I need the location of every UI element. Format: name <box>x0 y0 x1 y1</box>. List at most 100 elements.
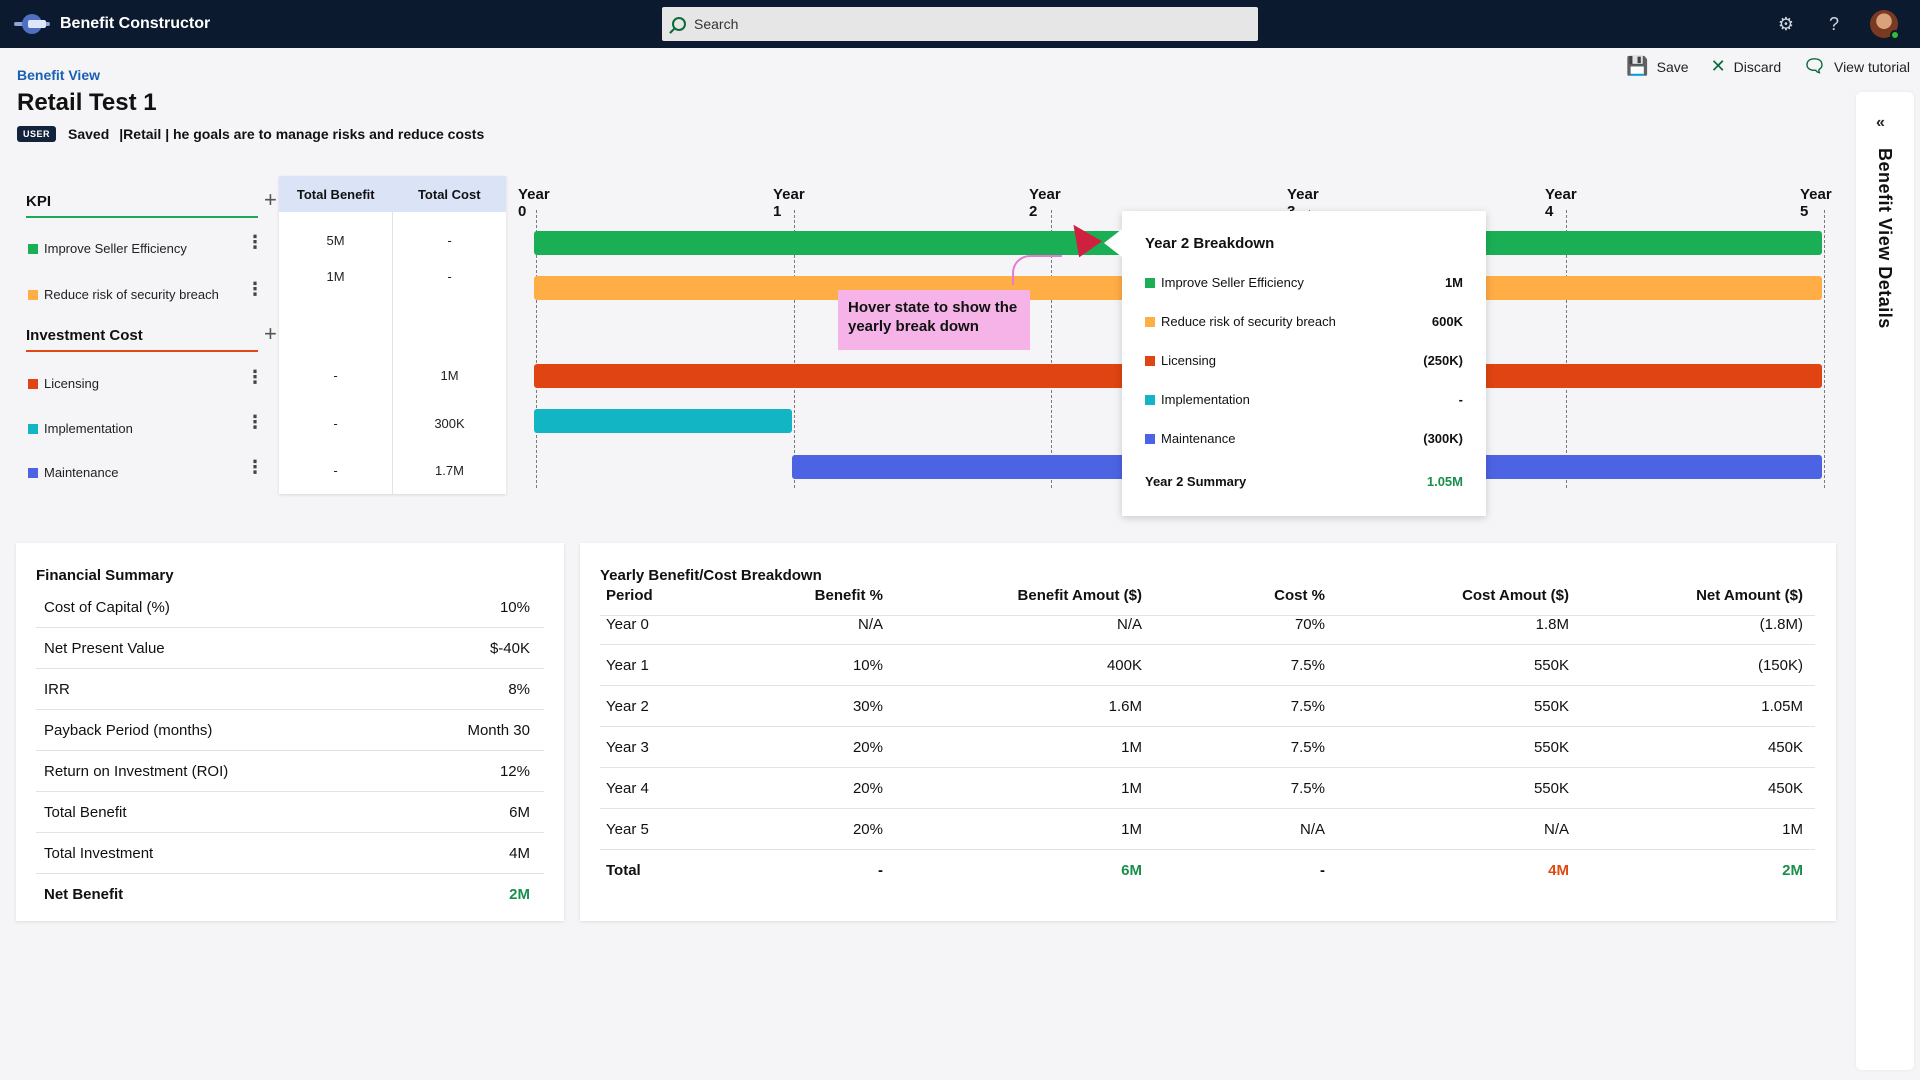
table-row: Year 5 20% 1M N/A N/A 1M <box>600 809 1815 850</box>
table-cell: Total <box>606 862 641 879</box>
summary-label: Total Investment <box>44 844 154 862</box>
table-cell: 20% <box>852 739 883 756</box>
tooltip-row-label: Implementation <box>1161 392 1250 407</box>
save-button[interactable]: 💾 Save <box>1626 56 1688 77</box>
legend-swatch <box>28 467 38 478</box>
table-row: Year 2 30% 1.6M 7.5% 550K 1.05M <box>600 686 1815 727</box>
more-options-icon[interactable]: ⋮ <box>246 457 264 477</box>
discard-button[interactable]: ✕ Discard <box>1711 56 1782 77</box>
tooltip-title: Year 2 Breakdown <box>1145 235 1275 252</box>
search-input[interactable]: Search <box>662 7 1258 41</box>
table-cell: 450K <box>1767 780 1803 797</box>
add-kpi-icon[interactable]: + <box>264 187 277 212</box>
year-label: Year 0 <box>518 186 550 220</box>
more-options-icon[interactable]: ⋮ <box>246 279 264 299</box>
column-divider <box>392 212 393 494</box>
help-icon[interactable]: ? <box>1828 13 1839 34</box>
tooltip-row-label: Maintenance <box>1161 431 1236 446</box>
tooltip-row-label: Improve Seller Efficiency <box>1161 275 1304 290</box>
table-cell: Year 5 <box>606 821 649 838</box>
summary-label: IRR <box>44 680 70 698</box>
breadcrumb[interactable]: Benefit View <box>17 67 100 83</box>
details-drawer: « Benefit View Details <box>1856 92 1914 1070</box>
total-cost-cell: 1.7M <box>435 463 464 478</box>
total-cost-cell: 1M <box>440 368 459 383</box>
brand[interactable]: Benefit Constructor <box>14 12 210 36</box>
tooltip-row: Licensing (250K) <box>1145 353 1463 368</box>
summary-value: Month 30 <box>467 721 530 739</box>
table-cell: 1.05M <box>1761 698 1803 715</box>
legend-swatch <box>1145 394 1155 405</box>
save-status: Saved <box>68 126 110 142</box>
summary-value: 8% <box>508 680 530 698</box>
search-placeholder: Search <box>694 16 739 32</box>
view-tutorial-button[interactable]: 🗨 View tutorial <box>1803 56 1910 77</box>
investment-heading-label: Investment Cost <box>26 327 143 344</box>
table-cell: - <box>1320 862 1325 879</box>
total-benefit-cell: 1M <box>326 269 345 284</box>
table-cell: Year 4 <box>606 780 649 797</box>
action-bar: 💾 Save ✕ Discard 🗨 View tutorial <box>1626 56 1910 77</box>
investment-heading: Investment Cost + <box>26 321 277 352</box>
table-cell: 7.5% <box>1290 698 1325 715</box>
column-header: Cost % <box>1274 587 1325 604</box>
timeline-bar[interactable] <box>534 409 792 433</box>
year-gridline <box>1824 210 1825 488</box>
kpi-row: Reduce risk of security breach <box>28 287 219 302</box>
table-cell: 550K <box>1533 698 1569 715</box>
table-row: Year 0 N/A N/A 70% 1.8M (1.8M) <box>600 604 1815 645</box>
summary-label: Cost of Capital (%) <box>44 598 170 616</box>
investment-label: Maintenance <box>44 465 119 480</box>
top-icons: ⚙ ? <box>1774 0 1900 48</box>
table-cell: 1.6M <box>1108 698 1142 715</box>
kpi-heading: KPI + <box>26 187 277 218</box>
table-row: Year 3 20% 1M 7.5% 550K 450K <box>600 727 1815 768</box>
table-cell: (1.8M) <box>1759 616 1803 633</box>
table-cell: 30% <box>852 698 883 715</box>
gear-icon[interactable]: ⚙ <box>1777 13 1795 34</box>
tooltip-row-label: Reduce risk of security breach <box>1161 314 1336 329</box>
table-cell: 7.5% <box>1290 657 1325 674</box>
investment-row: Maintenance <box>28 465 118 480</box>
tooltip-row-value: (300K) <box>1423 431 1463 446</box>
tooltip-row: Implementation - <box>1145 392 1463 407</box>
chat-icon: 🗨 <box>1803 56 1826 76</box>
summary-row: Return on Investment (ROI) 12% <box>36 751 544 792</box>
year-label: Year 2 <box>1029 186 1061 220</box>
summary-row: Payback Period (months) Month 30 <box>36 710 544 751</box>
table-cell: 20% <box>852 821 883 838</box>
summary-label: Net Present Value <box>44 639 165 657</box>
legend-swatch <box>1145 316 1155 327</box>
total-benefit-header: Total Benefit <box>296 186 375 202</box>
table-cell: 1M <box>1121 821 1142 838</box>
more-options-icon[interactable]: ⋮ <box>246 412 264 432</box>
discard-label: Discard <box>1733 58 1782 75</box>
kpi-label: Reduce risk of security breach <box>44 287 219 302</box>
total-cost-header: Total Cost <box>417 186 481 202</box>
year-label: Year 5 <box>1800 186 1832 220</box>
more-options-icon[interactable]: ⋮ <box>246 232 264 252</box>
top-bar: Benefit Constructor Search ⚙ ? <box>0 0 1920 48</box>
breakdown-card: Yearly Benefit/Cost Breakdown Period Bene… <box>580 543 1836 921</box>
legend-swatch <box>1145 277 1155 288</box>
user-badge: USER <box>17 126 57 142</box>
column-header: Benefit Amout ($) <box>1017 587 1142 604</box>
table-cell: 550K <box>1533 780 1569 797</box>
avatar[interactable] <box>1870 10 1900 40</box>
column-header: Benefit % <box>814 587 883 604</box>
close-icon: ✕ <box>1710 56 1726 76</box>
total-benefit-cell: - <box>333 368 338 383</box>
financial-summary-card: Financial Summary Cost of Capital (%) 10%… <box>16 543 564 921</box>
chevron-left-icon[interactable]: « <box>1876 114 1885 131</box>
table-row: Year 1 10% 400K 7.5% 550K (150K) <box>600 645 1815 686</box>
investment-row: Implementation <box>28 421 133 436</box>
legend-swatch <box>28 423 38 434</box>
table-cell: N/A <box>1543 821 1569 838</box>
total-benefit-cell: 5M <box>326 233 345 248</box>
summary-value: 10% <box>499 598 530 616</box>
summary-value: 4M <box>509 844 530 862</box>
table-cell: 550K <box>1533 657 1569 674</box>
drawer-title: Benefit View Details <box>1875 148 1895 329</box>
add-investment-icon[interactable]: + <box>264 321 277 346</box>
more-options-icon[interactable]: ⋮ <box>246 367 264 387</box>
